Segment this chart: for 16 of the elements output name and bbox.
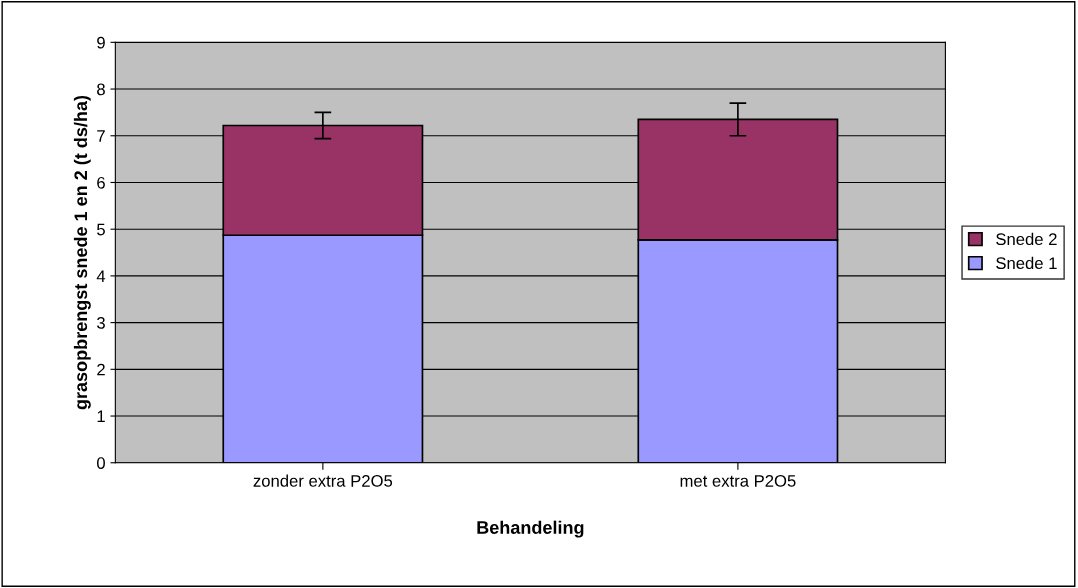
y-tick-label: 5	[97, 223, 105, 236]
x-tick-label: met extra P2O5	[680, 475, 796, 487]
x-tick-label: zonder extra P2O5	[253, 474, 393, 487]
y-tick-label: 2	[97, 363, 105, 376]
y-tick-label: 3	[96, 317, 105, 329]
y-tick-label: 6	[97, 176, 105, 189]
y-tick-label: 8	[97, 83, 105, 96]
y-tick-label: 1	[97, 410, 105, 423]
y-tick-label: 9	[97, 36, 105, 49]
x-axis-title: Behandeling	[477, 520, 584, 538]
legend-label: Snede 2	[996, 232, 1057, 246]
y-tick-label: 4	[96, 270, 106, 282]
y-tick-label: 7	[97, 130, 105, 142]
legend-label: Snede 1	[996, 256, 1057, 270]
y-axis-title: grasopbrengst snede 1 en 2 (t ds/ha)	[73, 95, 91, 410]
y-tick-label: 0	[97, 457, 105, 469]
